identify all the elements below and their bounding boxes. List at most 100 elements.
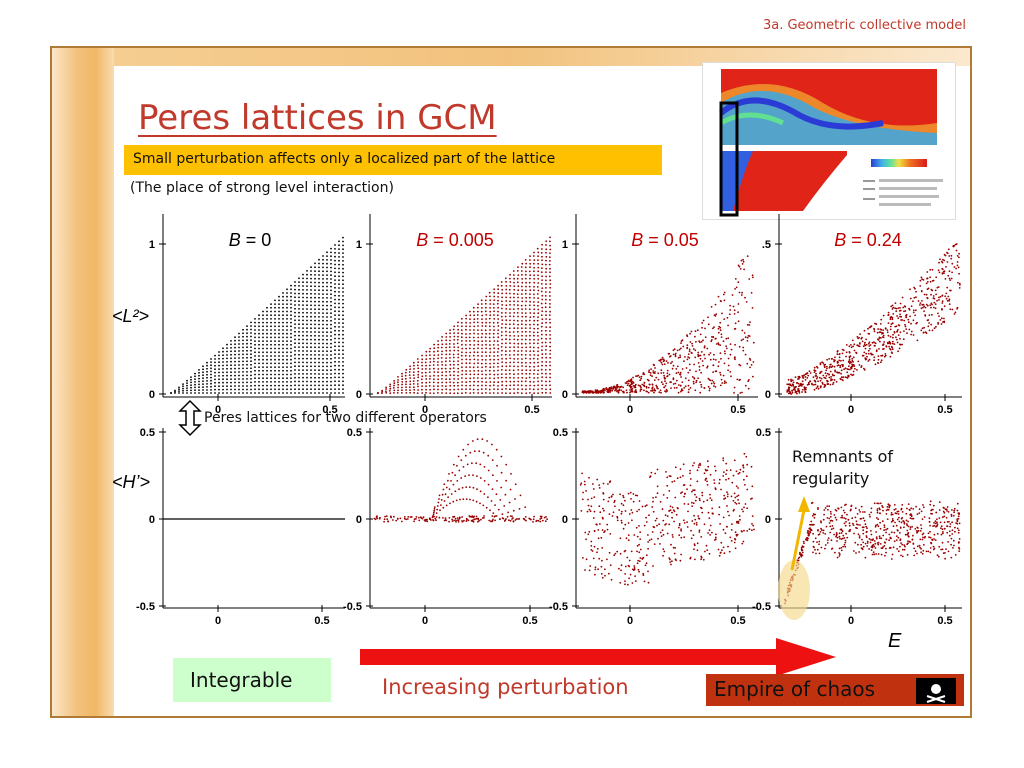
lattice-dot [880, 328, 883, 331]
lattice-dot [487, 496, 489, 499]
lattice-dot [686, 358, 689, 361]
lattice-dot [302, 373, 304, 375]
lattice-dot [953, 509, 956, 512]
lattice-dot [539, 515, 542, 518]
lattice-dot [649, 476, 651, 478]
lattice-dot [461, 366, 463, 368]
lattice-dot [512, 509, 515, 512]
lattice-dot [943, 515, 946, 518]
lattice-dot [517, 307, 519, 310]
lattice-dot [421, 358, 424, 361]
lattice-dot [549, 295, 551, 297]
lattice-dot [481, 340, 483, 343]
lattice-dot [445, 504, 448, 507]
lattice-dot [493, 318, 496, 320]
lattice-dot [392, 519, 394, 521]
lattice-dot [513, 392, 516, 395]
lattice-dot [599, 511, 602, 514]
lattice-dot [465, 336, 468, 339]
lattice-dot [254, 325, 256, 328]
lattice-dot [242, 346, 244, 349]
lattice-dot [675, 372, 678, 375]
lattice-dot [492, 303, 495, 305]
lattice-dot [851, 359, 854, 362]
lattice-dot [520, 353, 523, 356]
lattice-dot [928, 322, 930, 324]
lattice-dot [638, 525, 640, 527]
lattice-dot [426, 520, 428, 522]
pirate-flag-icon [916, 678, 956, 704]
lattice-dot [853, 343, 856, 346]
lattice-dot [729, 536, 732, 539]
lattice-dot [751, 307, 754, 309]
lattice-dot [953, 313, 956, 315]
lattice-dot [443, 500, 446, 502]
lattice-dot [230, 360, 232, 363]
lattice-dot [863, 351, 866, 354]
lattice-dot [738, 471, 741, 474]
lattice-dot [601, 559, 603, 562]
lattice-dot [684, 356, 686, 358]
lattice-dot [636, 550, 638, 553]
lattice-dot [937, 269, 940, 272]
lattice-dot [524, 380, 527, 383]
lattice-dot [645, 504, 648, 506]
lattice-dot [875, 517, 878, 519]
lattice-dot [452, 381, 455, 384]
lattice-dot [615, 387, 617, 389]
lattice-dot [458, 469, 461, 472]
lattice-dot [513, 388, 515, 390]
lattice-dot [521, 327, 523, 330]
lattice-dot [286, 351, 288, 354]
lattice-dot [425, 368, 427, 370]
lattice-dot [912, 534, 914, 537]
lattice-dot [690, 351, 693, 354]
lattice-dot [465, 370, 467, 372]
lattice-dot [433, 378, 435, 381]
lattice-dot [650, 390, 652, 392]
lattice-dot [473, 377, 475, 379]
lattice-dot [262, 373, 264, 376]
lattice-dot [707, 511, 710, 514]
lattice-dot [641, 383, 644, 386]
lattice-dot [638, 500, 641, 502]
lattice-dot [445, 346, 447, 349]
lattice-dot [472, 310, 475, 313]
lattice-dot [900, 554, 902, 557]
lattice-dot [723, 494, 726, 497]
lattice-dot [290, 288, 292, 291]
lattice-dot [829, 370, 832, 373]
lattice-dot [234, 364, 236, 366]
lattice-dot [675, 386, 678, 389]
lattice-dot [918, 544, 921, 547]
lattice-dot [509, 300, 511, 303]
lattice-dot [942, 531, 944, 533]
lattice-dot [541, 318, 544, 321]
lattice-dot [533, 354, 536, 356]
lattice-dot [278, 310, 280, 313]
lattice-dot [897, 536, 900, 539]
lattice-dot [739, 268, 742, 270]
lattice-dot [501, 292, 503, 295]
lattice-dot [302, 308, 304, 310]
lattice-dot [342, 263, 344, 266]
lattice-dot [580, 482, 583, 485]
lattice-dot [738, 515, 741, 517]
lattice-dot [274, 392, 276, 394]
lattice-dot [735, 286, 738, 289]
lattice-dot [722, 475, 725, 477]
lattice-dot [521, 372, 524, 375]
lattice-dot [465, 520, 468, 522]
lattice-dot [282, 347, 284, 350]
lattice-dot [903, 319, 906, 322]
lattice-dot [858, 536, 861, 539]
lattice-dot [677, 356, 680, 359]
lattice-dot [298, 334, 300, 337]
lattice-dot [246, 325, 248, 327]
lattice-dot [545, 516, 547, 518]
lattice-dot [915, 322, 918, 325]
lattice-dot [692, 464, 694, 467]
lattice-dot [921, 327, 924, 330]
lattice-dot [493, 325, 495, 328]
lattice-dot [737, 264, 740, 267]
